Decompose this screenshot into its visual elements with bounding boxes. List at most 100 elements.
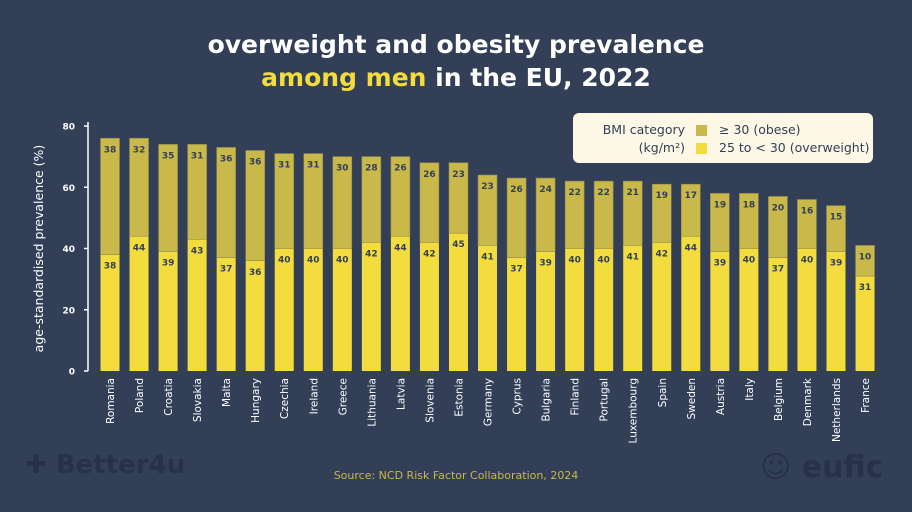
data-label-obese: 26 bbox=[510, 185, 523, 195]
x-tick-label: Bulgaria bbox=[541, 378, 553, 422]
data-label-obese: 21 bbox=[626, 188, 639, 198]
legend-title: BMI category (kg/m²) bbox=[603, 121, 685, 157]
x-tick-label: Germany bbox=[483, 378, 495, 426]
data-label-overweight: 40 bbox=[743, 256, 756, 266]
title-rest: in the EU, 2022 bbox=[426, 63, 651, 92]
bar-obese bbox=[651, 183, 672, 243]
data-label-overweight: 38 bbox=[104, 262, 117, 272]
bar-overweight bbox=[187, 239, 207, 371]
bar-overweight bbox=[623, 245, 643, 371]
bar-obese bbox=[361, 156, 382, 243]
y-axis-label: age-standardised prevalence (%) bbox=[31, 145, 46, 353]
bar-overweight bbox=[129, 236, 149, 371]
data-label-overweight: 41 bbox=[481, 252, 494, 262]
y-tick-label: 60 bbox=[62, 184, 75, 194]
data-label-obese: 31 bbox=[307, 161, 320, 171]
bar-overweight bbox=[158, 251, 178, 371]
bar-overweight bbox=[536, 251, 556, 371]
bar-obese bbox=[739, 193, 759, 249]
data-label-obese: 22 bbox=[568, 188, 581, 198]
data-label-overweight: 39 bbox=[830, 259, 843, 269]
data-label-overweight: 44 bbox=[133, 243, 146, 253]
data-label-overweight: 37 bbox=[510, 265, 523, 275]
bar-obese bbox=[187, 144, 207, 240]
legend-title-line2: (kg/m²) bbox=[638, 140, 685, 155]
bar-obese bbox=[710, 193, 730, 252]
x-tick-label: Lithuania bbox=[366, 378, 378, 427]
y-tick-label: 80 bbox=[62, 123, 75, 133]
data-label-overweight: 40 bbox=[278, 256, 291, 266]
data-label-overweight: 44 bbox=[394, 243, 407, 253]
bar-obese bbox=[535, 177, 556, 252]
bar-obese bbox=[332, 156, 353, 249]
bar-obese bbox=[768, 196, 788, 258]
bar-obese bbox=[564, 180, 585, 249]
bar-overweight bbox=[448, 233, 468, 371]
bar-obese bbox=[593, 180, 614, 249]
data-label-overweight: 39 bbox=[714, 259, 727, 269]
x-tick-label: Cyprus bbox=[512, 378, 524, 415]
bar-overweight bbox=[303, 248, 323, 371]
data-label-obese: 28 bbox=[365, 164, 378, 174]
data-label-obese: 19 bbox=[714, 200, 727, 210]
data-label-obese: 30 bbox=[336, 164, 349, 174]
data-label-obese: 32 bbox=[133, 145, 146, 155]
legend-swatch-obese bbox=[696, 125, 707, 136]
bar-obese bbox=[826, 205, 846, 252]
bar-overweight bbox=[681, 236, 701, 371]
data-label-obese: 19 bbox=[655, 191, 668, 201]
bar-obese bbox=[680, 183, 701, 237]
x-tick-label: Malta bbox=[221, 378, 233, 407]
legend-title-line1: BMI category bbox=[602, 122, 685, 137]
x-tick-label: Poland bbox=[134, 378, 146, 413]
data-label-overweight: 41 bbox=[626, 252, 639, 262]
data-label-obese: 23 bbox=[452, 170, 465, 180]
bar-overweight bbox=[478, 245, 498, 371]
chart-title-line1: overweight and obesity prevalence bbox=[207, 30, 705, 59]
data-label-obese: 31 bbox=[278, 161, 291, 171]
x-tick-label: Denmark bbox=[802, 377, 814, 426]
bar-obese bbox=[855, 245, 875, 277]
bar-obese bbox=[797, 199, 817, 249]
data-label-overweight: 37 bbox=[772, 265, 785, 275]
data-label-overweight: 39 bbox=[162, 259, 175, 269]
data-label-overweight: 44 bbox=[685, 243, 698, 253]
x-tick-label: Austria bbox=[715, 378, 727, 415]
source-note: Source: NCD Risk Factor Collaboration, 2… bbox=[333, 469, 579, 482]
bar-obese bbox=[100, 137, 120, 255]
legend-label-obese: ≥ 30 (obese) bbox=[719, 122, 801, 137]
data-label-obese: 31 bbox=[191, 151, 204, 161]
bar-obese bbox=[274, 153, 295, 249]
bar-overweight bbox=[826, 251, 846, 371]
bar-obese bbox=[303, 153, 324, 249]
y-tick-label: 0 bbox=[69, 368, 75, 378]
x-tick-label: Italy bbox=[744, 378, 756, 401]
data-label-obese: 35 bbox=[162, 151, 175, 161]
x-tick-label: Slovakia bbox=[192, 378, 204, 422]
data-label-obese: 10 bbox=[859, 252, 872, 262]
data-label-overweight: 40 bbox=[568, 256, 581, 266]
x-tick-label: Hungary bbox=[250, 378, 262, 423]
bar-overweight bbox=[216, 257, 236, 371]
data-label-obese: 26 bbox=[394, 164, 407, 174]
title-highlight: among men bbox=[261, 63, 427, 92]
x-tick-label: Portugal bbox=[599, 378, 611, 422]
bar-obese bbox=[390, 156, 411, 237]
data-label-obese: 23 bbox=[481, 182, 494, 192]
bar-overweight bbox=[332, 248, 352, 371]
data-label-overweight: 37 bbox=[220, 265, 233, 275]
data-label-obese: 17 bbox=[685, 191, 698, 201]
bar-overweight bbox=[710, 251, 730, 371]
data-label-overweight: 36 bbox=[249, 268, 262, 278]
bar-overweight bbox=[100, 254, 120, 371]
x-tick-label: France bbox=[860, 378, 872, 413]
data-label-overweight: 45 bbox=[452, 240, 465, 250]
bar-overweight bbox=[361, 242, 381, 371]
bar-overweight bbox=[507, 257, 527, 371]
bar-obese bbox=[245, 150, 265, 262]
bar-obese bbox=[158, 144, 178, 252]
bar-overweight bbox=[245, 260, 265, 371]
x-tick-label: Spain bbox=[657, 378, 669, 407]
x-tick-label: Belgium bbox=[773, 378, 785, 421]
